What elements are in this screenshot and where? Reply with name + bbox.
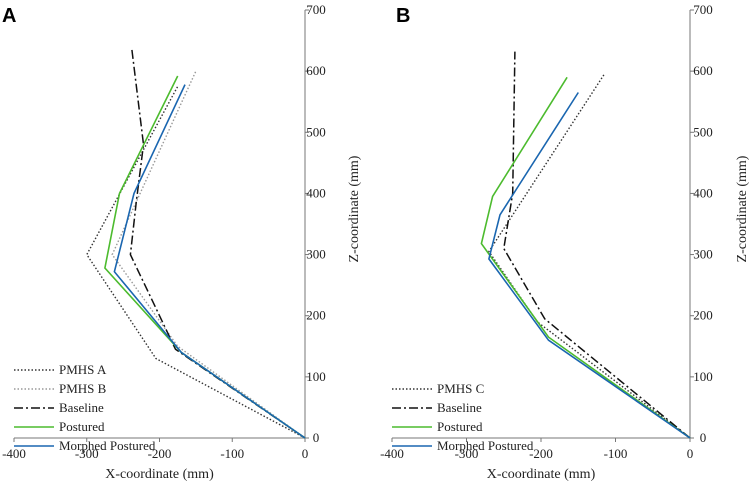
z-tick-label: 400 [693,185,713,200]
z-tick-label: 500 [306,124,326,139]
z-tick-label: 200 [306,308,326,323]
series-line-pmhs-a [85,86,306,439]
z-tick-label: 100 [693,369,713,384]
x-tick-label: -300 [455,446,479,461]
z-tick-label: 400 [306,185,326,200]
legend-label-pmhs-b: PMHS B [59,381,107,396]
x-tick-label: 0 [687,446,694,461]
z-tick-label: 200 [693,308,713,323]
z-tick-label: 600 [306,63,326,78]
z-axis-title: Z-coordinate (mm) [347,155,362,262]
series-line-pmhs-b [111,70,306,439]
legend-label-postured: Postured [437,419,483,434]
series-line-baseline [503,51,691,439]
panel-label: A [2,5,16,27]
legend-label-baseline: Baseline [59,400,104,415]
z-tick-label: 500 [693,124,713,139]
z-tick-label: 0 [313,430,320,445]
x-tick-label: -100 [604,446,628,461]
z-tick-label: 300 [306,247,326,262]
x-tick-label: -300 [75,446,99,461]
x-tick-label: -200 [148,446,172,461]
legend-label-pmhs-a: PMHS A [59,362,107,377]
panel-b: B -400 -300 -200 -100 00 100 200 300 400 500 600 700… [380,2,750,482]
z-tick-label: 0 [700,430,707,445]
series-line-postured [480,76,691,439]
legend-label-morphed-postured: Morphed Postured [59,438,156,453]
x-tick-label: -400 [380,446,404,461]
z-tick-label: 600 [693,63,713,78]
z-tick-label: 700 [306,2,326,17]
legend-label-morphed-postured: Morphed Postured [437,438,534,453]
z-tick-label: 100 [306,369,326,384]
legend-label-pmhs-c: PMHS C [437,381,484,396]
x-tick-label: 0 [302,446,309,461]
x-tick-label: -200 [529,446,553,461]
series-line-baseline [129,49,306,439]
x-axis-title: X-coordinate (mm) [105,467,214,482]
z-axis-title: Z-coordinate (mm) [735,155,750,262]
series-line-pmhs-c [488,73,691,439]
panel-label: B [396,5,410,27]
x-axis-title: X-coordinate (mm) [487,467,596,482]
x-tick-label: -100 [220,446,244,461]
series-line-morphed-postured [113,84,306,439]
x-tick-label: -400 [2,446,26,461]
z-tick-label: 700 [693,2,713,17]
series-line-postured [104,75,306,439]
legend-label-postured: Postured [59,419,105,434]
panel-a: A -400 -300 -200 -100 00 100 200 300 400 500 600 700… [2,2,362,482]
z-tick-label: 300 [693,247,713,262]
legend-label-baseline: Baseline [437,400,482,415]
series-line-morphed-postured [488,92,691,439]
